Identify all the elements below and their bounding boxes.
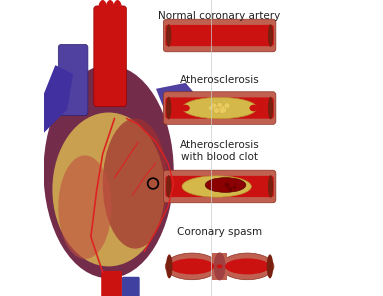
FancyBboxPatch shape	[101, 271, 122, 296]
Text: Coronary spasm: Coronary spasm	[177, 227, 262, 237]
Circle shape	[210, 103, 217, 110]
Circle shape	[216, 184, 223, 192]
Circle shape	[214, 107, 219, 113]
Polygon shape	[44, 65, 73, 133]
Ellipse shape	[170, 258, 214, 274]
Circle shape	[208, 105, 213, 111]
Ellipse shape	[268, 175, 273, 198]
Text: Normal coronary artery: Normal coronary artery	[159, 11, 281, 21]
Circle shape	[225, 183, 229, 187]
Ellipse shape	[165, 253, 219, 280]
FancyBboxPatch shape	[165, 97, 274, 119]
Ellipse shape	[106, 0, 115, 18]
Ellipse shape	[103, 118, 168, 249]
FancyBboxPatch shape	[58, 44, 88, 115]
Polygon shape	[156, 83, 203, 124]
Ellipse shape	[98, 0, 107, 18]
FancyBboxPatch shape	[164, 19, 276, 52]
Ellipse shape	[205, 178, 246, 192]
Circle shape	[232, 186, 236, 189]
Circle shape	[220, 181, 225, 187]
Circle shape	[224, 103, 230, 109]
FancyBboxPatch shape	[94, 6, 126, 107]
Ellipse shape	[214, 252, 226, 280]
Circle shape	[217, 102, 222, 108]
Ellipse shape	[181, 105, 190, 111]
FancyBboxPatch shape	[164, 92, 276, 124]
FancyBboxPatch shape	[165, 25, 274, 46]
Circle shape	[218, 105, 227, 114]
Polygon shape	[212, 253, 227, 280]
Text: Atherosclerosis
with blood clot: Atherosclerosis with blood clot	[180, 140, 260, 162]
FancyBboxPatch shape	[164, 170, 276, 203]
Ellipse shape	[182, 97, 257, 119]
Ellipse shape	[166, 175, 171, 198]
Ellipse shape	[268, 97, 273, 119]
Ellipse shape	[58, 155, 111, 259]
Ellipse shape	[267, 255, 273, 278]
Ellipse shape	[44, 65, 174, 278]
Ellipse shape	[166, 255, 173, 278]
Ellipse shape	[221, 253, 274, 280]
Ellipse shape	[113, 0, 122, 18]
Ellipse shape	[166, 24, 171, 47]
Circle shape	[208, 182, 214, 188]
Ellipse shape	[52, 112, 165, 266]
Ellipse shape	[182, 176, 251, 197]
Ellipse shape	[249, 105, 258, 111]
Ellipse shape	[217, 264, 223, 268]
Circle shape	[211, 186, 216, 192]
Ellipse shape	[225, 258, 270, 274]
Text: Atherosclerosis: Atherosclerosis	[180, 75, 260, 85]
FancyBboxPatch shape	[165, 176, 274, 197]
Ellipse shape	[268, 24, 273, 47]
Circle shape	[228, 187, 232, 192]
FancyBboxPatch shape	[122, 277, 140, 296]
Ellipse shape	[166, 97, 171, 119]
